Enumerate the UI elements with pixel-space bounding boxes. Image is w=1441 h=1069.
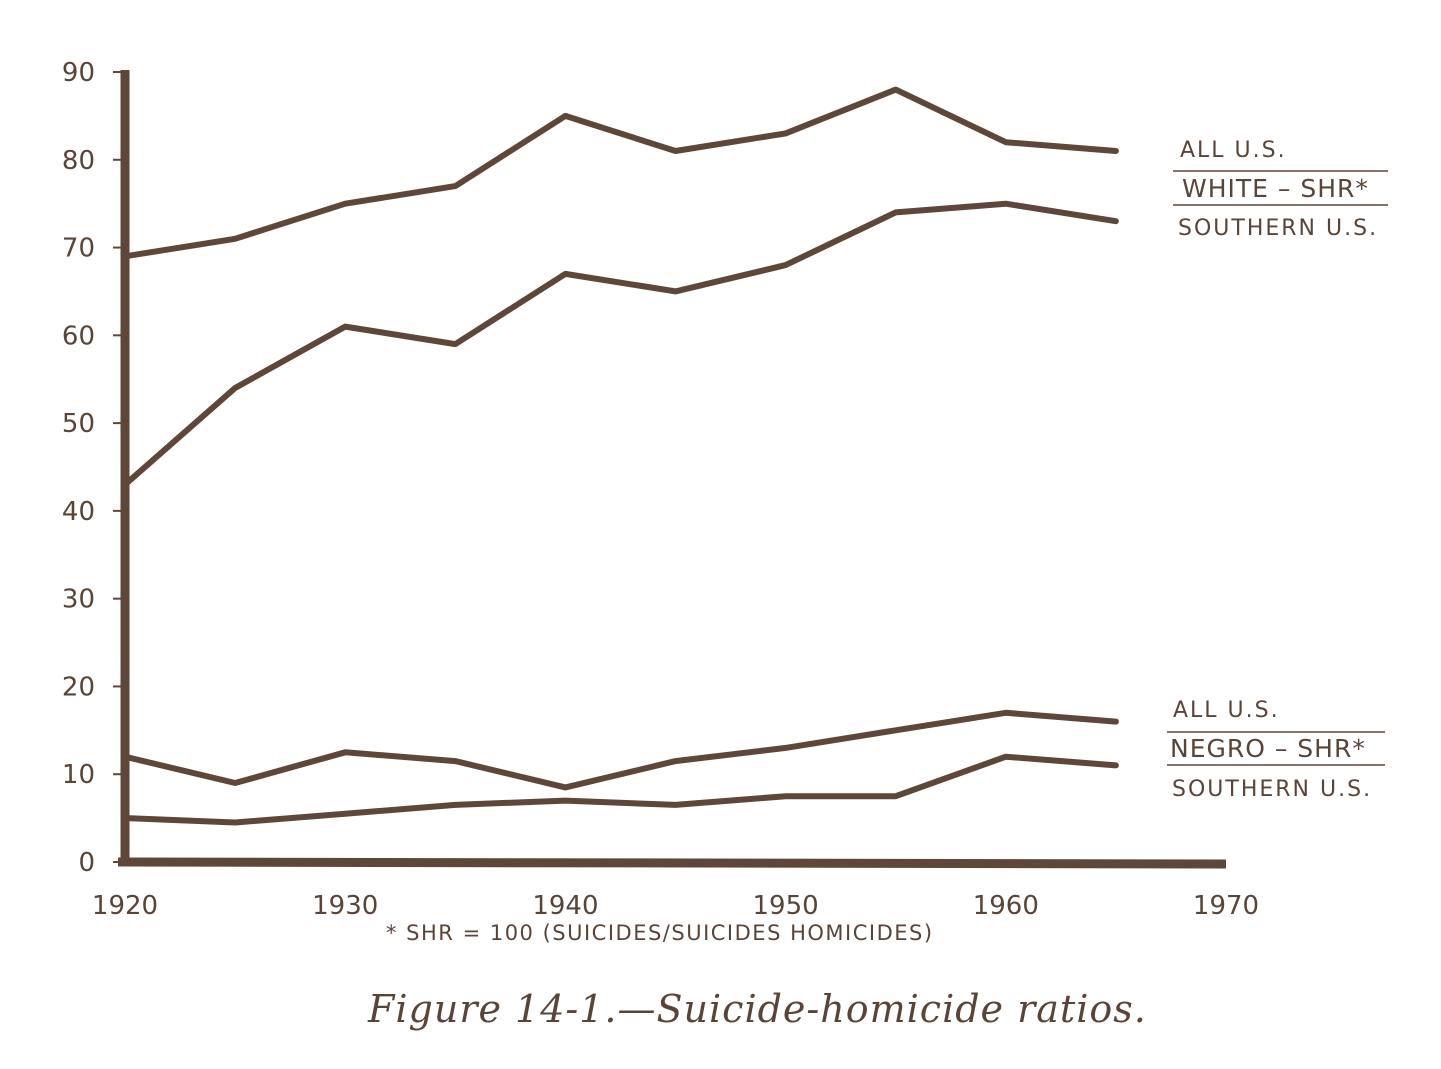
y-tick-label: 10 bbox=[62, 760, 95, 790]
legend-negro-top: ALL U.S. bbox=[1173, 698, 1280, 723]
legend-white-main: WHITE – SHR* bbox=[1182, 174, 1369, 203]
y-tick-label: 90 bbox=[62, 58, 95, 88]
legend-negro-bottom: SOUTHERN U.S. bbox=[1172, 777, 1372, 802]
series-lines bbox=[122, 86, 1119, 826]
x-tick-label: 1940 bbox=[532, 891, 598, 921]
x-tick-label: 1970 bbox=[1193, 891, 1259, 921]
series-line-negro-4 bbox=[122, 753, 1119, 826]
y-tick-label: 60 bbox=[62, 321, 95, 351]
figure-caption: Figure 14-1.—Suicide-homicide ratios. bbox=[367, 987, 1147, 1031]
x-tick-label: 1950 bbox=[753, 891, 819, 921]
y-tick-label: 50 bbox=[62, 409, 95, 439]
y-tick-label: 30 bbox=[62, 585, 95, 615]
footnote: * SHR = 100 (SUICIDES/SUICIDES HOMICIDES… bbox=[386, 921, 934, 945]
y-tick-label: 70 bbox=[62, 234, 95, 264]
y-tick-label: 40 bbox=[62, 497, 95, 527]
x-tick-label: 1920 bbox=[92, 891, 158, 921]
series-line-negro-3 bbox=[122, 709, 1119, 791]
legend-negro-main: NEGRO – SHR* bbox=[1170, 734, 1366, 763]
y-tick-label: 80 bbox=[62, 146, 95, 176]
x-axis-ticks: 1920 1930 1940 1950 1960 1970 bbox=[92, 891, 1259, 921]
x-axis bbox=[117, 857, 1227, 869]
x-tick-label: 1960 bbox=[973, 891, 1039, 921]
y-tick-label: 0 bbox=[78, 848, 95, 878]
y-axis-ticks: 0 10 20 30 40 50 60 70 80 90 bbox=[62, 58, 125, 878]
legend-white: ALL U.S. WHITE – SHR* SOUTHERN U.S. bbox=[1173, 138, 1388, 241]
y-tick-label: 20 bbox=[62, 672, 95, 702]
legend-white-bottom: SOUTHERN U.S. bbox=[1178, 216, 1378, 241]
legend-white-top: ALL U.S. bbox=[1180, 138, 1287, 163]
legend-negro: ALL U.S. NEGRO – SHR* SOUTHERN U.S. bbox=[1167, 698, 1385, 802]
series-line-white-2 bbox=[122, 200, 1119, 488]
x-tick-label: 1930 bbox=[312, 891, 378, 921]
series-line-white-1 bbox=[122, 86, 1119, 260]
